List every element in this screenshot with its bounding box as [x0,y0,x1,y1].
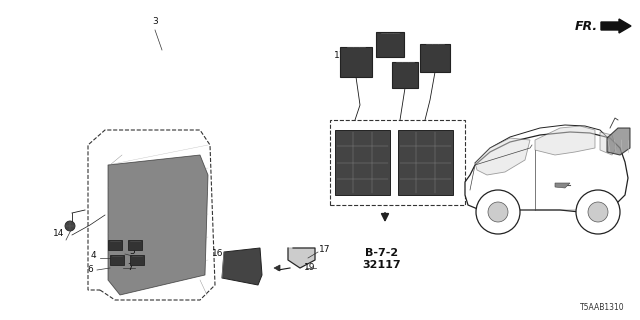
Bar [128,240,142,250]
Bar [108,240,122,250]
Polygon shape [108,155,208,295]
Text: T5AAB1310: T5AAB1310 [580,303,625,312]
Polygon shape [535,126,595,155]
Bar [330,120,465,205]
Polygon shape [465,132,628,212]
Text: FR.: FR. [575,20,598,33]
Text: 17: 17 [319,245,331,254]
Text: 8: 8 [405,63,411,73]
Circle shape [488,202,508,222]
Text: 14: 14 [53,228,65,237]
Text: 18: 18 [382,33,394,42]
Bar [398,130,453,195]
Polygon shape [475,138,530,175]
FancyArrow shape [601,19,631,33]
Bar [110,255,124,265]
Bar [130,255,144,265]
Text: 19: 19 [304,263,316,273]
Text: 11: 11 [334,51,346,60]
Bar [335,130,390,195]
Polygon shape [274,265,280,271]
Text: 3: 3 [152,18,158,27]
Text: 4: 4 [90,252,96,260]
Polygon shape [288,248,315,268]
Text: 6: 6 [87,266,93,275]
Circle shape [65,221,75,231]
Circle shape [588,202,608,222]
Bar [376,32,404,57]
Text: 16: 16 [212,249,224,258]
Text: 5: 5 [129,247,135,257]
Polygon shape [222,248,262,285]
Bar [420,44,450,72]
Polygon shape [600,132,616,155]
Circle shape [476,190,520,234]
Text: B-7-2
32117: B-7-2 32117 [363,248,401,270]
Text: 7: 7 [127,263,133,273]
Text: 9: 9 [435,45,441,54]
Polygon shape [607,128,630,155]
Bar [340,47,372,77]
Circle shape [576,190,620,234]
Polygon shape [88,130,215,300]
Polygon shape [555,183,570,188]
Bar [392,62,418,88]
